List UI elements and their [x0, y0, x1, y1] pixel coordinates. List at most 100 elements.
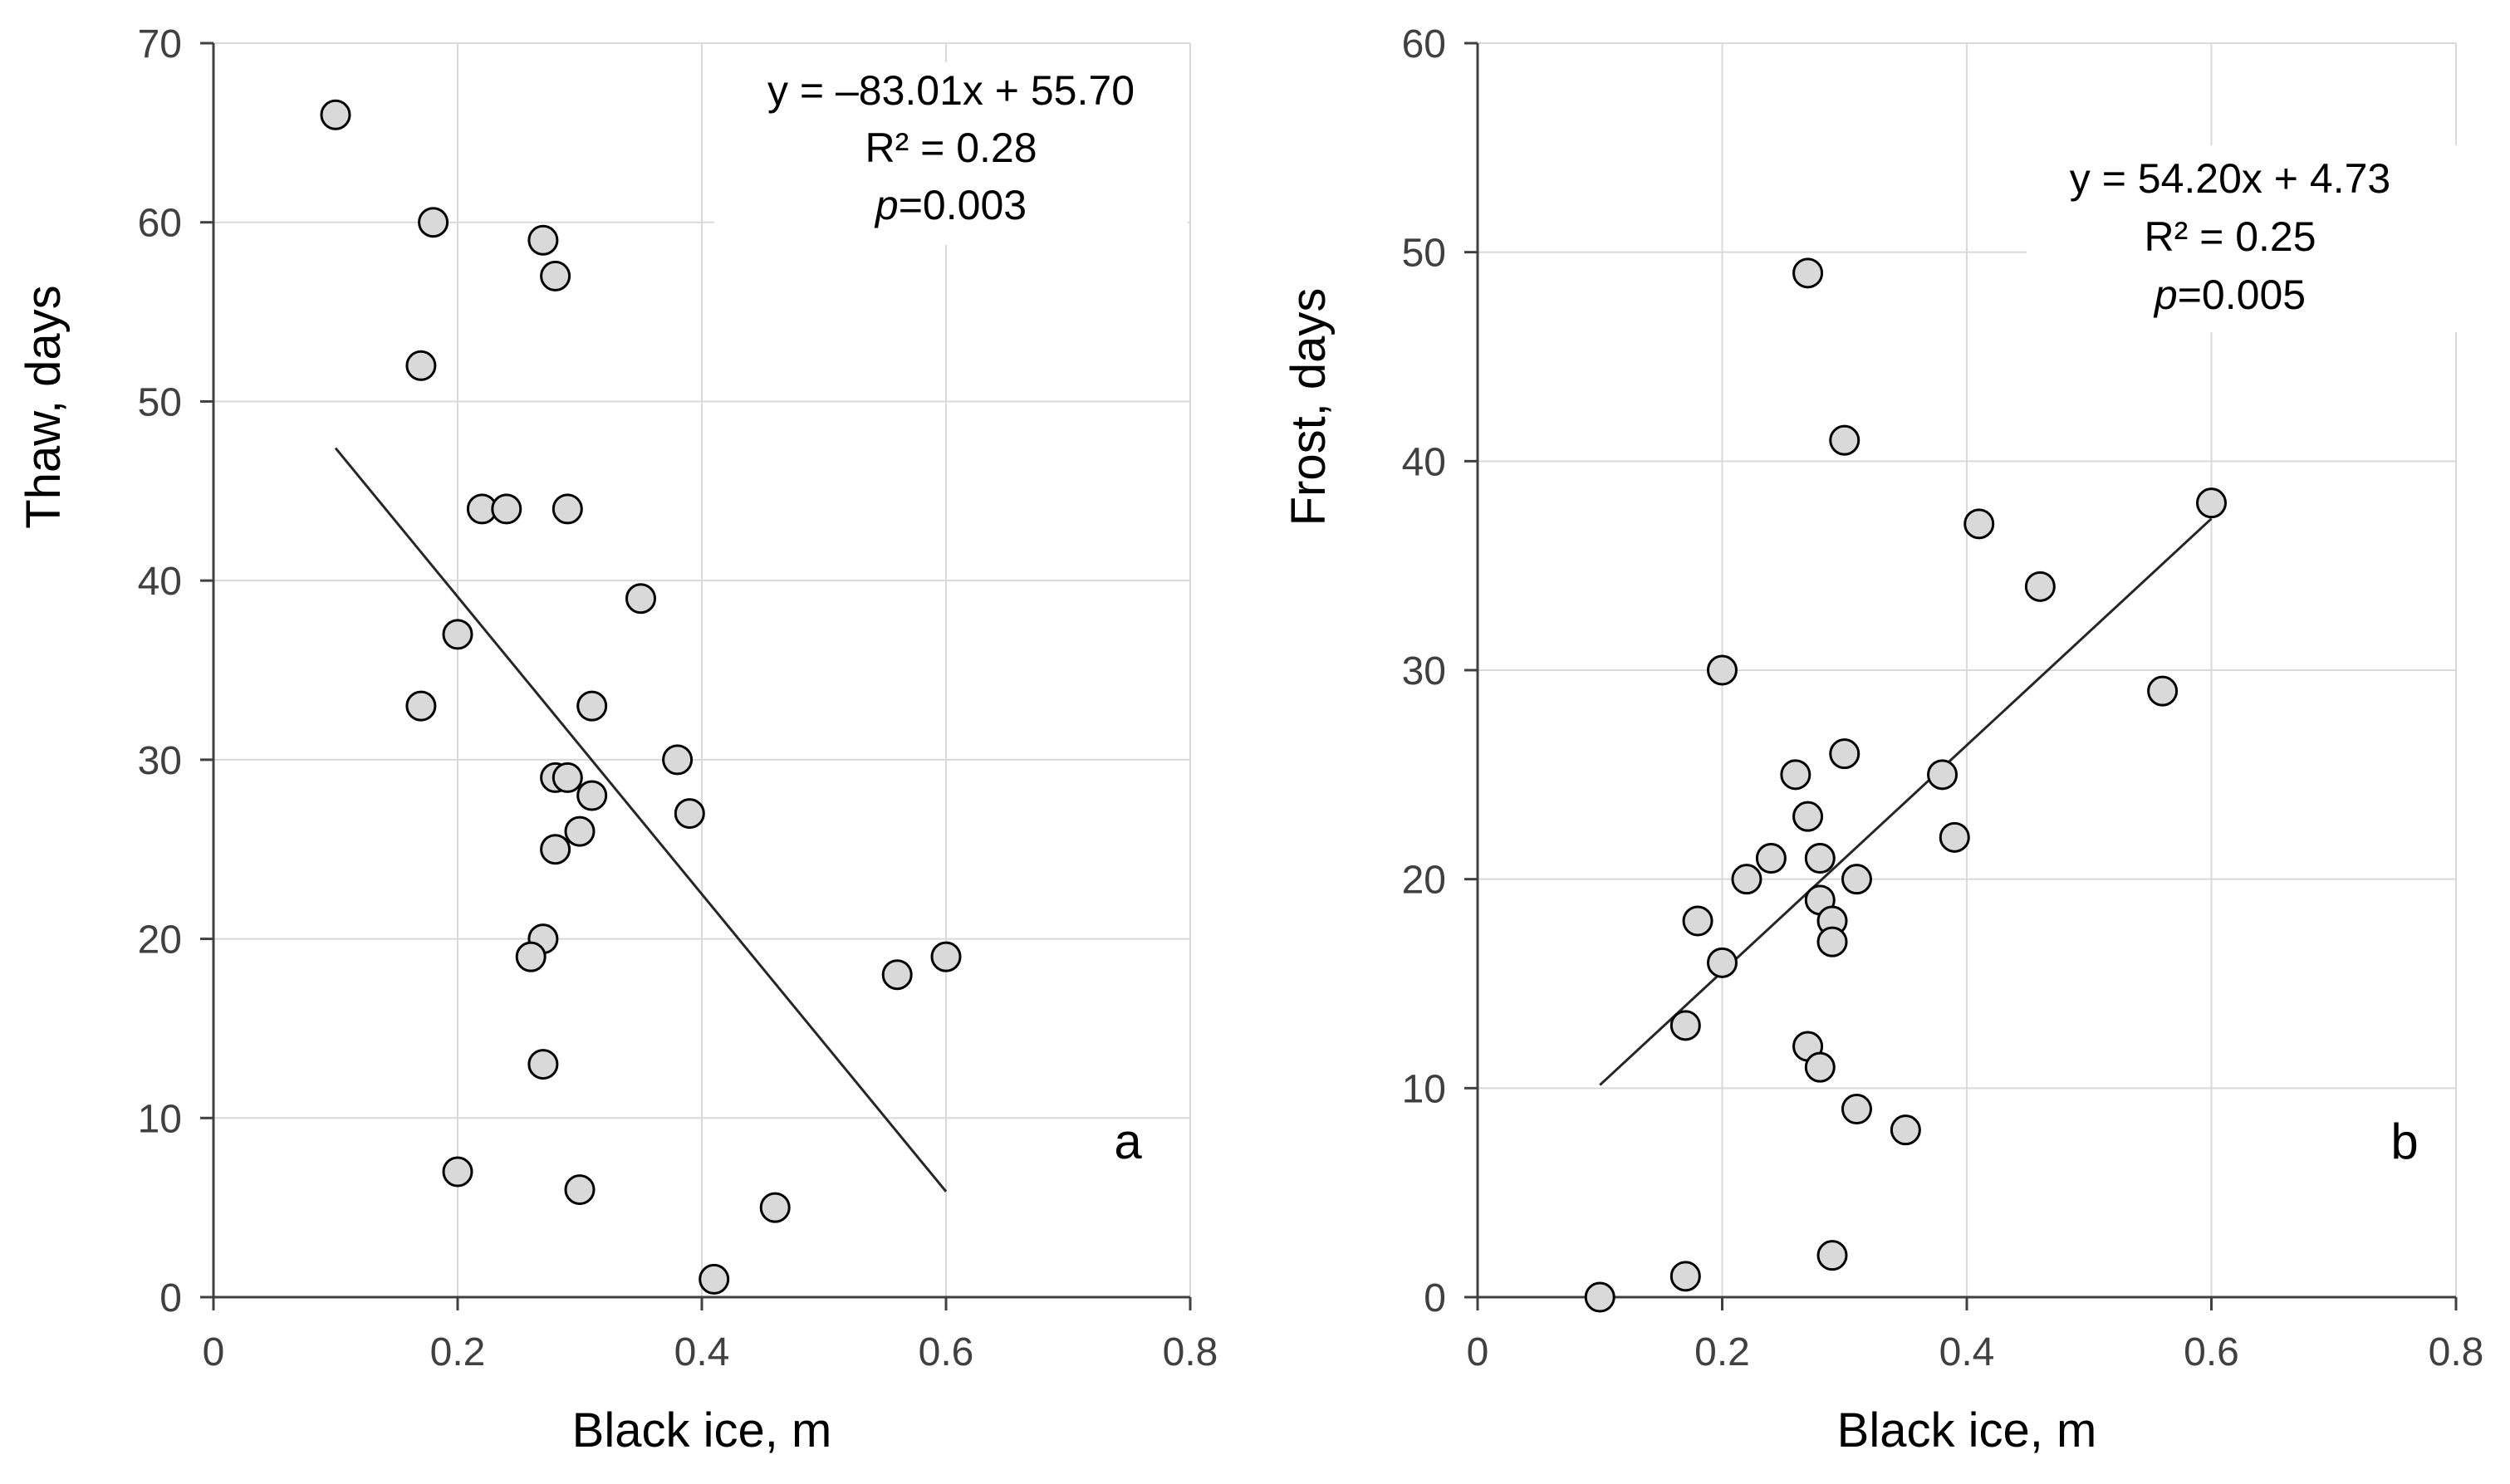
data-point	[527, 1049, 559, 1080]
x-tick-label: 0.6	[2184, 1330, 2239, 1374]
x-tick-label: 0.4	[674, 1330, 730, 1374]
y-axis-title: Thaw, days	[17, 285, 71, 528]
data-point	[405, 690, 437, 722]
x-tick-label: 0.2	[1694, 1330, 1750, 1374]
p-symbol: p	[2153, 272, 2178, 318]
y-tick-label: 30	[1402, 649, 1446, 693]
x-tick-label: 0.8	[2429, 1330, 2484, 1374]
x-tick-label: 0.2	[430, 1330, 486, 1374]
p-value-number: =0.005	[2178, 272, 2306, 318]
data-point	[515, 941, 547, 972]
data-point	[405, 350, 437, 381]
trendline-group	[334, 447, 948, 1193]
y-tick-labels: 0 10 20 30 40 50 60	[1402, 22, 1446, 1320]
data-point	[418, 207, 449, 238]
y-tick-label: 0	[1424, 1276, 1446, 1320]
data-point	[1584, 1281, 1615, 1313]
data-point	[1963, 508, 1995, 540]
y-tick-label: 50	[138, 380, 182, 424]
y-tick-label: 60	[1402, 22, 1446, 66]
data-point	[625, 583, 656, 615]
data-point	[1841, 864, 1872, 895]
p-value: p=0.003	[874, 182, 1027, 228]
x-tick-labels: 0 0.2 0.4 0.6 0.8	[203, 1330, 1218, 1374]
trendline	[1599, 517, 2213, 1086]
data-point	[1939, 821, 1970, 853]
p-value: p=0.005	[2153, 272, 2306, 318]
x-tick-label: 0	[203, 1330, 225, 1374]
data-point	[881, 959, 913, 991]
data-points	[1584, 257, 2227, 1313]
r-squared: R² = 0.25	[2144, 213, 2316, 260]
data-point	[1804, 843, 1836, 874]
panel-label: b	[2390, 1114, 2418, 1169]
data-point	[1780, 759, 1811, 791]
trendline-group	[1599, 517, 2213, 1086]
y-tick-label: 20	[1402, 859, 1446, 903]
y-tick-labels: 0 10 20 30 40 50 60 70	[138, 22, 182, 1320]
data-point	[540, 260, 571, 291]
data-point	[759, 1192, 791, 1223]
data-point	[1792, 257, 1824, 289]
data-point	[1682, 905, 1713, 937]
data-point	[2024, 571, 2056, 602]
y-tick-label: 70	[138, 22, 182, 66]
y-tick-label: 50	[1402, 232, 1446, 276]
regression-annotation: y = –83.01x + 55.70 R² = 0.28 p=0.003	[714, 62, 1188, 245]
data-point	[699, 1263, 730, 1295]
r-squared: R² = 0.28	[865, 125, 1037, 171]
data-point	[552, 762, 583, 793]
data-point	[540, 834, 571, 865]
regression-annotation: y = 54.20x + 4.73 R² = 0.25 p=0.005	[2027, 145, 2467, 332]
y-axis-title: Frost, days	[1282, 288, 1336, 527]
data-point	[1816, 1240, 1848, 1271]
y-tick-label: 40	[1402, 440, 1446, 484]
axes	[200, 42, 1192, 1310]
data-point	[1890, 1114, 1921, 1146]
data-point	[1731, 864, 1762, 895]
data-point	[491, 493, 522, 525]
data-point	[576, 780, 608, 811]
data-point	[527, 224, 559, 256]
data-point	[1707, 947, 1738, 978]
y-tick-label: 10	[1402, 1067, 1446, 1111]
y-tick-label: 60	[138, 202, 182, 246]
data-point	[442, 619, 473, 650]
data-point	[1669, 1010, 1701, 1041]
data-point	[1927, 759, 1958, 791]
x-tick-label: 0.6	[919, 1330, 974, 1374]
data-points	[320, 99, 962, 1295]
data-point	[1755, 843, 1787, 874]
chart-panel-b: 0 0.2 0.4 0.6 0.8 0 10 20 30 40 50 60 Black ice, m…	[1282, 22, 2483, 1457]
y-tick-label: 0	[159, 1276, 182, 1320]
x-tick-label: 0	[1467, 1330, 1489, 1374]
data-point	[2147, 675, 2179, 707]
x-tick-labels: 0 0.2 0.4 0.6 0.8	[1467, 1330, 2484, 1374]
data-point	[1816, 926, 1848, 957]
data-point	[1804, 1051, 1836, 1083]
data-point	[930, 941, 962, 972]
data-point	[2196, 487, 2227, 519]
data-point	[1707, 654, 1738, 686]
chart-panel-a: 0 0.2 0.4 0.6 0.8 0 10 20 30 40 50 60 70 Black ice,…	[17, 22, 1218, 1457]
regression-equation: y = –83.01x + 55.70	[767, 67, 1135, 114]
panel-label: a	[1114, 1114, 1142, 1169]
y-tick-label: 40	[138, 560, 182, 604]
p-symbol: p	[874, 182, 899, 228]
annotation-background	[714, 62, 1188, 245]
data-point	[320, 99, 351, 130]
y-tick-label: 10	[138, 1097, 182, 1141]
x-axis-title: Black ice, m	[572, 1403, 832, 1457]
regression-equation: y = 54.20x + 4.73	[2070, 155, 2390, 202]
data-point	[564, 815, 596, 847]
data-point	[1792, 801, 1824, 832]
axes	[1464, 42, 2458, 1310]
trendline	[334, 447, 948, 1193]
data-point	[564, 1174, 596, 1206]
data-point	[1829, 424, 1860, 456]
data-point	[674, 798, 705, 830]
x-axis-title: Black ice, m	[1837, 1403, 2097, 1457]
data-point	[662, 744, 694, 776]
x-tick-label: 0.4	[1939, 1330, 1995, 1374]
data-point	[442, 1156, 473, 1188]
